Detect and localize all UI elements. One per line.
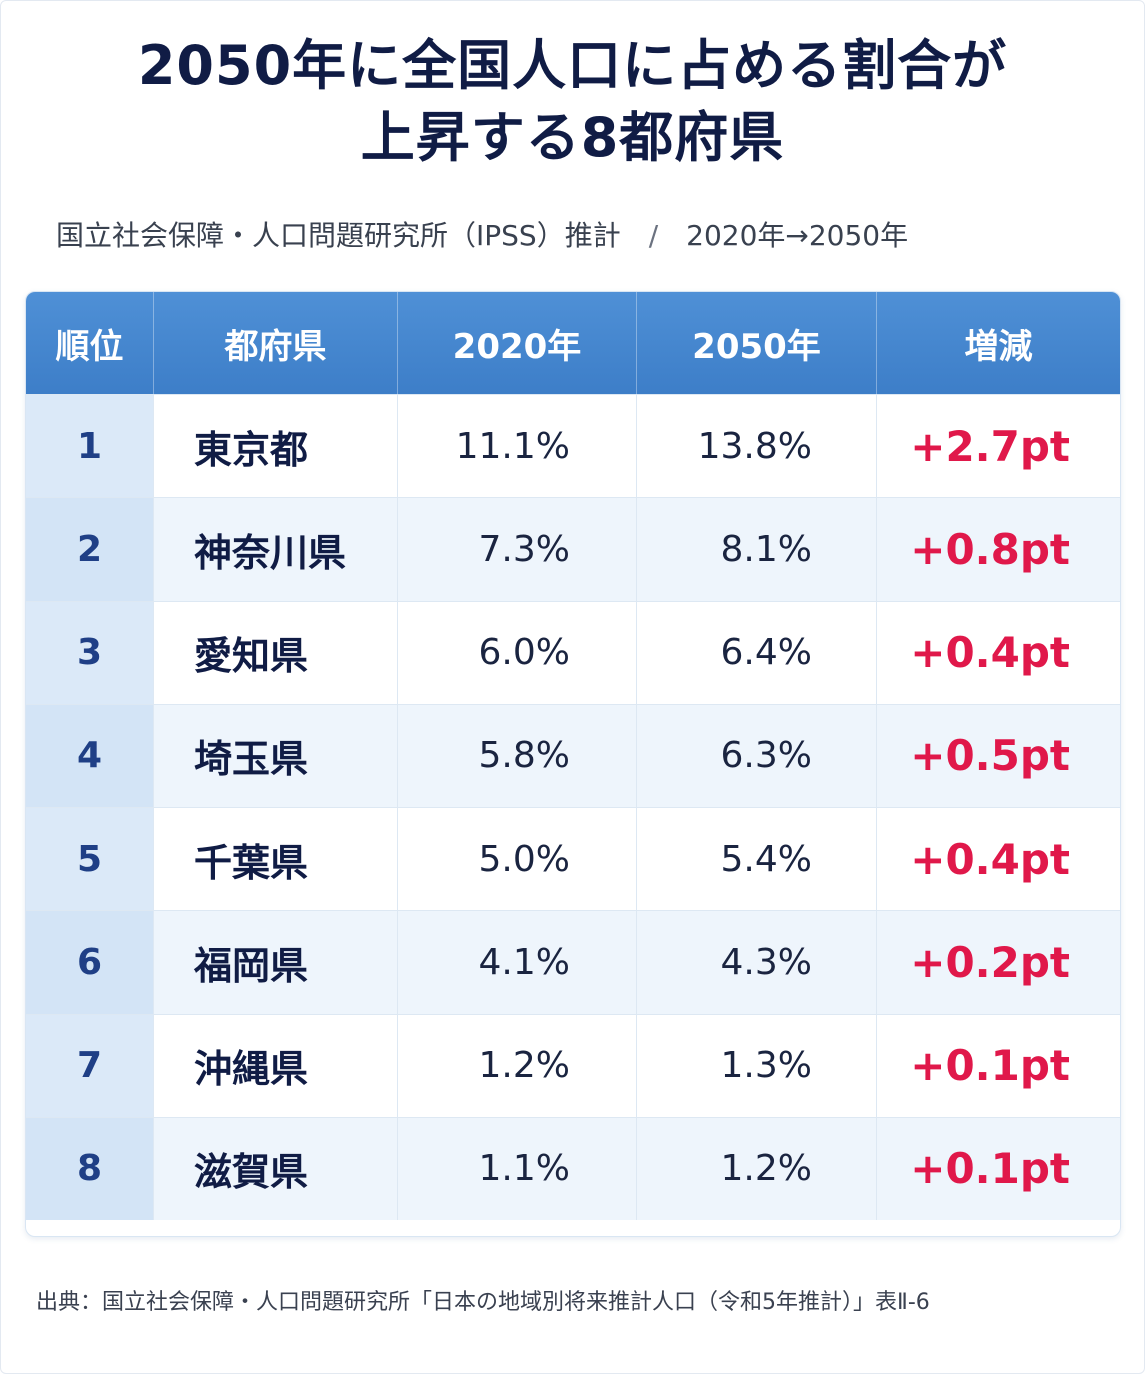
cell-2020: 6.0% (398, 601, 637, 704)
cell-rank: 2 (26, 498, 154, 601)
cell-prefecture: 沖縄県 (154, 1014, 398, 1117)
header-2020: 2020年 (398, 292, 637, 394)
subtitle-separator: / (648, 219, 659, 252)
source-note: 出典：国立社会保障・人口問題研究所「日本の地域別将来推計人口（令和5年推計）」表… (36, 1290, 930, 1315)
cell-prefecture: 福岡県 (154, 911, 398, 1014)
subtitle: 国立社会保障・人口問題研究所（IPSS）推計 / 2020年→2050年 (56, 216, 1116, 256)
cell-prefecture: 神奈川県 (154, 498, 398, 601)
cell-rank: 6 (26, 911, 154, 1014)
table-row: 8 滋賀県 1.1% 1.2% +0.1pt (26, 1116, 1120, 1220)
cell-2050: 13.8% (637, 395, 877, 498)
header-2050: 2050年 (637, 292, 877, 394)
cell-2020: 4.1% (398, 911, 637, 1014)
header-change: 増減 (964, 326, 1033, 367)
cell-rank: 4 (26, 704, 154, 807)
cell-2050: 1.2% (637, 1117, 877, 1220)
table-row: 1 東京都 11.1% 13.8% +2.7pt (26, 394, 1120, 498)
cell-prefecture: 愛知県 (154, 601, 398, 704)
cell-prefecture: 埼玉県 (154, 704, 398, 807)
cell-rank: 8 (26, 1117, 154, 1220)
cell-2050: 1.3% (637, 1014, 877, 1117)
subtitle-period: 2020年→2050年 (686, 219, 909, 252)
cell-2050: 8.1% (637, 498, 877, 601)
cell-2020: 5.0% (398, 808, 637, 911)
cell-2050: 4.3% (637, 911, 877, 1014)
table-row: 2 神奈川県 7.3% 8.1% +0.8pt (26, 497, 1120, 601)
cell-change: +2.7pt (877, 395, 1120, 498)
header-rank: 順位 (26, 292, 154, 394)
ranking-table: 順位 都府県 2020年 2050年 増減 1 東京都 11.1% 13.8% +2.7… (25, 291, 1121, 1237)
cell-2050: 5.4% (637, 808, 877, 911)
cell-change: +0.8pt (877, 498, 1120, 601)
table-row: 3 愛知県 6.0% 6.4% +0.4pt (26, 600, 1120, 704)
cell-change: +0.2pt (877, 911, 1120, 1014)
title-line-1: 2050年に全国人口に占める割合が (137, 34, 1008, 97)
cell-change: +0.1pt (877, 1014, 1120, 1117)
cell-change: +0.4pt (877, 601, 1120, 704)
table-row: 6 福岡県 4.1% 4.3% +0.2pt (26, 910, 1120, 1014)
table-body: 1 東京都 11.1% 13.8% +2.7pt 2 神奈川県 7.3% 8.1% +0.8pt 3… (26, 394, 1120, 1220)
cell-prefecture: 東京都 (154, 395, 398, 498)
subtitle-source: 国立社会保障・人口問題研究所（IPSS）推計 (56, 219, 621, 252)
page-title: 2050年に全国人口に占める割合が 上昇する8都府県 (0, 30, 1145, 174)
table-row: 7 沖縄県 1.2% 1.3% +0.1pt (26, 1013, 1120, 1117)
cell-2020: 1.1% (398, 1117, 637, 1220)
header-prefecture: 都府県 (154, 292, 398, 394)
cell-2050: 6.3% (637, 704, 877, 807)
cell-prefecture: 千葉県 (154, 808, 398, 911)
title-line-2: 上昇する8都府県 (360, 106, 785, 169)
cell-2050: 6.4% (637, 601, 877, 704)
cell-rank: 3 (26, 601, 154, 704)
cell-rank: 7 (26, 1014, 154, 1117)
cell-2020: 7.3% (398, 498, 637, 601)
cell-2020: 1.2% (398, 1014, 637, 1117)
cell-change: +0.4pt (877, 808, 1120, 911)
table-header: 順位 都府県 2020年 2050年 増減 (26, 292, 1120, 394)
cell-change: +0.1pt (877, 1117, 1120, 1220)
cell-rank: 5 (26, 808, 154, 911)
cell-prefecture: 滋賀県 (154, 1117, 398, 1220)
cell-rank: 1 (26, 395, 154, 498)
cell-change: +0.5pt (877, 704, 1120, 807)
table-row: 5 千葉県 5.0% 5.4% +0.4pt (26, 807, 1120, 911)
cell-2020: 5.8% (398, 704, 637, 807)
table-row: 4 埼玉県 5.8% 6.3% +0.5pt (26, 703, 1120, 807)
cell-2020: 11.1% (398, 395, 637, 498)
